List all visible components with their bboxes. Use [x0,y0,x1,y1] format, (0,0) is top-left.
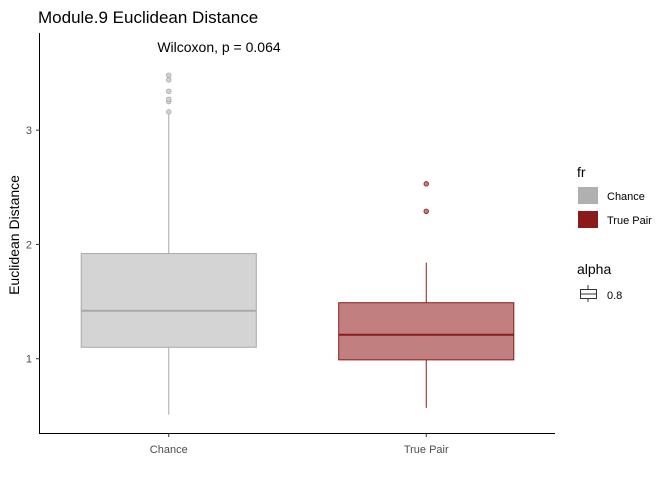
outlier-point [423,181,429,187]
box-iqr [80,253,257,348]
y-axis-label: Euclidean Distance [6,175,22,295]
outlier-point [166,77,172,83]
outlier-point [166,88,172,94]
y-tick-label: 1 [26,354,32,366]
legend-item-alpha: 0.8 [580,285,622,302]
legend-label-chance: Chance [607,191,645,203]
x-tick-label: True Pair [404,444,449,456]
legend-fill-title: fr [577,164,586,180]
y-tick-label: 3 [26,125,32,137]
legend: fr Chance True Pair alpha 0.8 [577,164,652,302]
plot-area [80,72,515,415]
axis-ticks: 1 2 3 Chance True Pair [26,125,449,456]
outlier-point [166,72,172,78]
x-tick-label: Chance [150,444,188,456]
outlier-point [166,96,172,102]
y-tick-label: 2 [26,239,32,251]
legend-item-chance: Chance [578,187,645,204]
legend-label-alpha: 0.8 [607,290,622,302]
legend-swatch-chance [578,187,598,204]
box-chance [80,72,257,415]
legend-item-true-pair: True Pair [578,211,652,228]
box-true-pair [338,181,515,408]
legend-swatch-true-pair [578,211,598,228]
outlier-point [423,208,429,214]
test-annotation: Wilcoxon, p = 0.064 [157,39,281,55]
legend-label-true-pair: True Pair [607,215,652,227]
outlier-point [166,109,172,115]
legend-box-key-icon [580,285,597,302]
box-iqr [338,302,515,361]
legend-alpha-title: alpha [577,261,611,277]
chart-title: Module.9 Euclidean Distance [38,8,258,27]
